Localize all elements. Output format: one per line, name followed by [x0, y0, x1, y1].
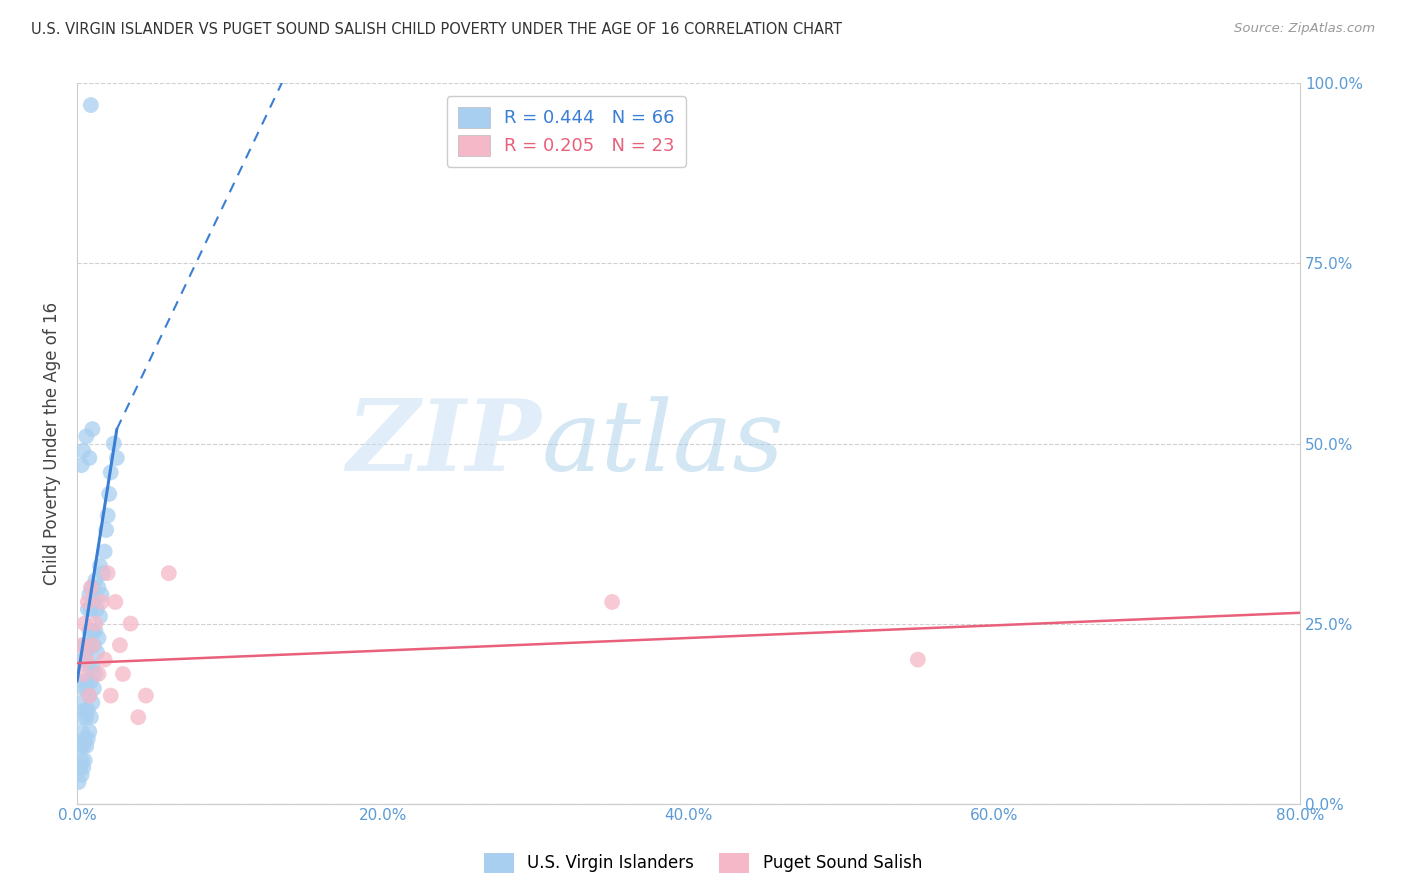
Point — [82, 638, 104, 652]
Point — [84, 616, 107, 631]
Legend: U.S. Virgin Islanders, Puget Sound Salish: U.S. Virgin Islanders, Puget Sound Salis… — [478, 847, 928, 880]
Point — [87, 667, 110, 681]
Point — [82, 581, 104, 595]
Point — [75, 739, 97, 753]
Point — [84, 667, 107, 681]
Point — [120, 616, 142, 631]
Point — [72, 681, 94, 696]
Point — [76, 595, 98, 609]
Point — [93, 652, 115, 666]
Point — [79, 689, 101, 703]
Point — [75, 681, 97, 696]
Point — [73, 753, 96, 767]
Point — [86, 645, 108, 659]
Point — [73, 616, 96, 631]
Point — [103, 436, 125, 450]
Point — [72, 652, 94, 666]
Point — [73, 703, 96, 717]
Point — [72, 443, 94, 458]
Point — [79, 624, 101, 638]
Point — [83, 595, 105, 609]
Point — [76, 731, 98, 746]
Point — [84, 574, 107, 588]
Point — [97, 566, 120, 581]
Point — [75, 710, 97, 724]
Point — [69, 739, 91, 753]
Y-axis label: Child Poverty Under the Age of 16: Child Poverty Under the Age of 16 — [44, 302, 60, 585]
Point — [93, 544, 115, 558]
Point — [79, 689, 101, 703]
Point — [70, 458, 93, 472]
Text: Source: ZipAtlas.com: Source: ZipAtlas.com — [1234, 22, 1375, 36]
Point — [67, 775, 90, 789]
Point — [127, 710, 149, 724]
Point — [89, 558, 111, 573]
Point — [98, 487, 121, 501]
Point — [72, 667, 94, 681]
Point — [76, 674, 98, 689]
Point — [70, 696, 93, 710]
Point — [87, 631, 110, 645]
Point — [90, 595, 112, 609]
Point — [87, 581, 110, 595]
Point — [72, 710, 94, 724]
Point — [80, 638, 103, 652]
Point — [135, 689, 157, 703]
Text: atlas: atlas — [541, 396, 785, 491]
Legend: R = 0.444   N = 66, R = 0.205   N = 23: R = 0.444 N = 66, R = 0.205 N = 23 — [447, 96, 686, 167]
Point — [79, 588, 101, 602]
Point — [83, 681, 105, 696]
Point — [73, 638, 96, 652]
Point — [80, 602, 103, 616]
Point — [70, 753, 93, 767]
Point — [82, 696, 104, 710]
Point — [907, 652, 929, 666]
Point — [100, 466, 122, 480]
Point — [70, 724, 93, 739]
Point — [94, 523, 117, 537]
Point — [82, 422, 104, 436]
Point — [75, 429, 97, 443]
Point — [79, 660, 101, 674]
Text: ZIP: ZIP — [347, 395, 541, 491]
Point — [72, 761, 94, 775]
Point — [75, 652, 97, 666]
Point — [89, 609, 111, 624]
Point — [84, 624, 107, 638]
Point — [79, 724, 101, 739]
Point — [90, 588, 112, 602]
Point — [82, 624, 104, 638]
Point — [97, 508, 120, 523]
Point — [76, 638, 98, 652]
Point — [82, 660, 104, 674]
Point — [600, 595, 623, 609]
Point — [70, 768, 93, 782]
Point — [72, 739, 94, 753]
Point — [83, 638, 105, 652]
Point — [69, 761, 91, 775]
Point — [76, 703, 98, 717]
Point — [79, 450, 101, 465]
Point — [91, 566, 114, 581]
Text: U.S. VIRGIN ISLANDER VS PUGET SOUND SALISH CHILD POVERTY UNDER THE AGE OF 16 COR: U.S. VIRGIN ISLANDER VS PUGET SOUND SALI… — [31, 22, 842, 37]
Point — [100, 689, 122, 703]
Point — [104, 595, 127, 609]
Point — [105, 450, 128, 465]
Point — [76, 602, 98, 616]
Point — [73, 731, 96, 746]
Point — [73, 674, 96, 689]
Point — [108, 638, 131, 652]
Point — [80, 98, 103, 112]
Point — [75, 645, 97, 659]
Point — [70, 638, 93, 652]
Point — [80, 581, 103, 595]
Point — [80, 710, 103, 724]
Point — [157, 566, 180, 581]
Point — [80, 674, 103, 689]
Point — [86, 602, 108, 616]
Point — [111, 667, 134, 681]
